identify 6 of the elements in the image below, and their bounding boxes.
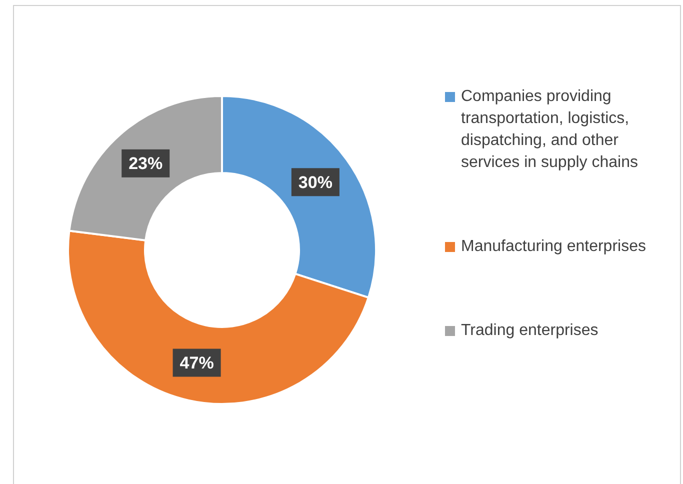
legend-label: Companies providing transportation, logistics, dispatching, and other services in supply chains — [461, 87, 639, 173]
data-label: 23% — [128, 154, 163, 174]
legend-label: Manufacturing enterprises — [461, 237, 646, 257]
legend-label: Trading enterprises — [461, 321, 598, 341]
data-label: 30% — [298, 172, 332, 192]
data-label: 47% — [180, 353, 214, 372]
